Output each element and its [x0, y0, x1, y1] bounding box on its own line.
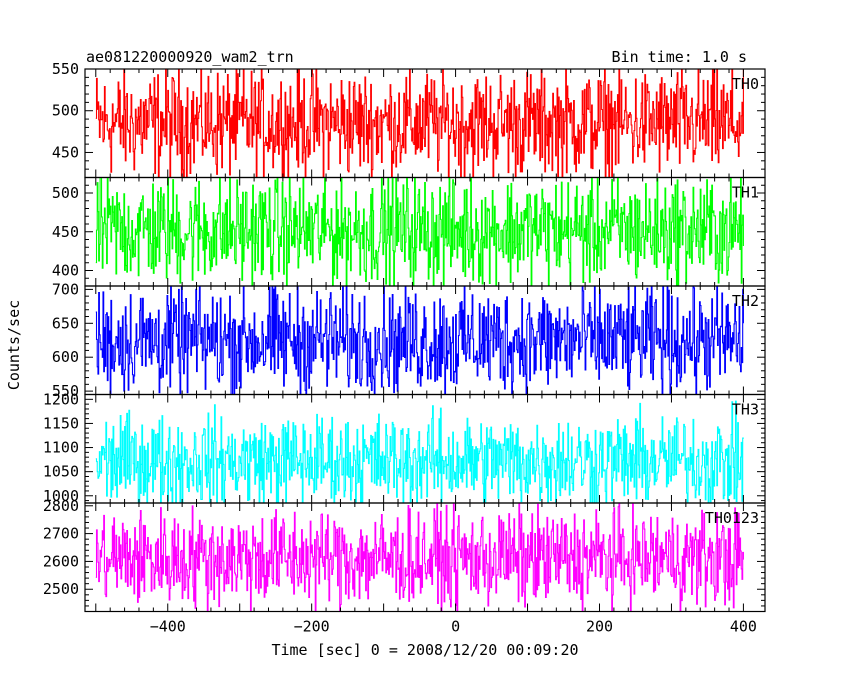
chart-title-right: Bin time: 1.0 s: [612, 48, 747, 66]
y-tick-label: 550: [52, 60, 79, 78]
y-tick-label: 450: [52, 223, 79, 241]
panel-label: TH3: [732, 401, 759, 419]
series-th1: [95, 177, 744, 286]
y-tick-label: 2500: [43, 580, 79, 598]
y-tick-label: 2800: [43, 497, 79, 515]
y-tick-label: 500: [52, 184, 79, 202]
series-th2: [95, 286, 744, 395]
chart-title-left: ae081220000920_wam2_trn: [86, 48, 294, 66]
x-tick-label: 0: [451, 618, 460, 636]
panel-th0123: 2500 2600 2700 2800 TH0123: [43, 497, 766, 613]
panel-label: TH1: [732, 184, 759, 202]
y-tick-label: 2600: [43, 552, 79, 570]
panel-label: TH0123: [705, 509, 759, 527]
y-axis-label: Counts/sec: [5, 300, 23, 390]
series-th0123: [95, 503, 744, 612]
chart-panels: 450 500 550 TH0 400 450 500 TH1 550 600 650 700 TH2 1…: [43, 60, 766, 636]
y-tick-label: 1100: [43, 439, 79, 457]
y-tick-label: 600: [52, 348, 79, 366]
x-tick-label: 400: [730, 618, 757, 636]
y-tick-label: 500: [52, 102, 79, 120]
y-tick-label: 1150: [43, 414, 79, 432]
panel-frame: [84, 502, 766, 613]
x-tick-label: −200: [294, 618, 330, 636]
y-tick-label: 650: [52, 314, 79, 332]
panel-th3: 1000 1050 1100 1150 1200 TH3: [43, 390, 766, 505]
panel-label: TH2: [732, 292, 759, 310]
y-tick-label: 450: [52, 143, 79, 161]
y-tick-label: 1000: [43, 487, 79, 505]
y-tick-label: 550: [52, 382, 79, 400]
x-tick-label: −400: [150, 618, 186, 636]
y-tick-label: 1050: [43, 463, 79, 481]
panel-label: TH0: [732, 75, 759, 93]
y-tick-label: 700: [52, 280, 79, 298]
series-th3: [95, 400, 744, 503]
panel-th2: 550 600 650 700 TH2: [52, 280, 766, 400]
y-tick-label: 2700: [43, 525, 79, 543]
x-tick-label: 200: [586, 618, 613, 636]
y-tick-label: 1200: [43, 390, 79, 408]
x-axis-label: Time [sec] 0 = 2008/12/20 00:09:20: [271, 641, 578, 659]
panel-th0: 450 500 550 TH0: [52, 60, 766, 179]
series-th0: [95, 69, 744, 178]
y-tick-label: 400: [52, 262, 79, 280]
panel-th1: 400 450 500 TH1: [52, 176, 766, 287]
